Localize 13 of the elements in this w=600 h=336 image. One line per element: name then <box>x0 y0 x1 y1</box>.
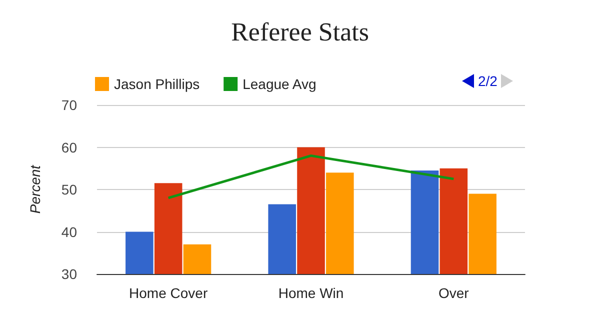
y-tick-label: 50 <box>61 182 78 198</box>
y-axis-title: Percent <box>27 164 43 214</box>
x-tick-label: Home Cover <box>129 285 208 301</box>
text: 2/2 <box>478 73 498 89</box>
x-tick-label: Home Win <box>278 285 344 301</box>
chart-title: Referee Stats <box>231 18 369 46</box>
legend-label: League Avg <box>242 76 316 92</box>
x-tick-label: Over <box>438 285 470 301</box>
y-tick-label: 70 <box>61 97 78 113</box>
legend-label: Jason Phillips <box>114 76 200 92</box>
y-tick-label: 30 <box>61 266 78 282</box>
y-tick-label: 60 <box>61 139 78 156</box>
y-tick-label: 40 <box>61 224 78 240</box>
